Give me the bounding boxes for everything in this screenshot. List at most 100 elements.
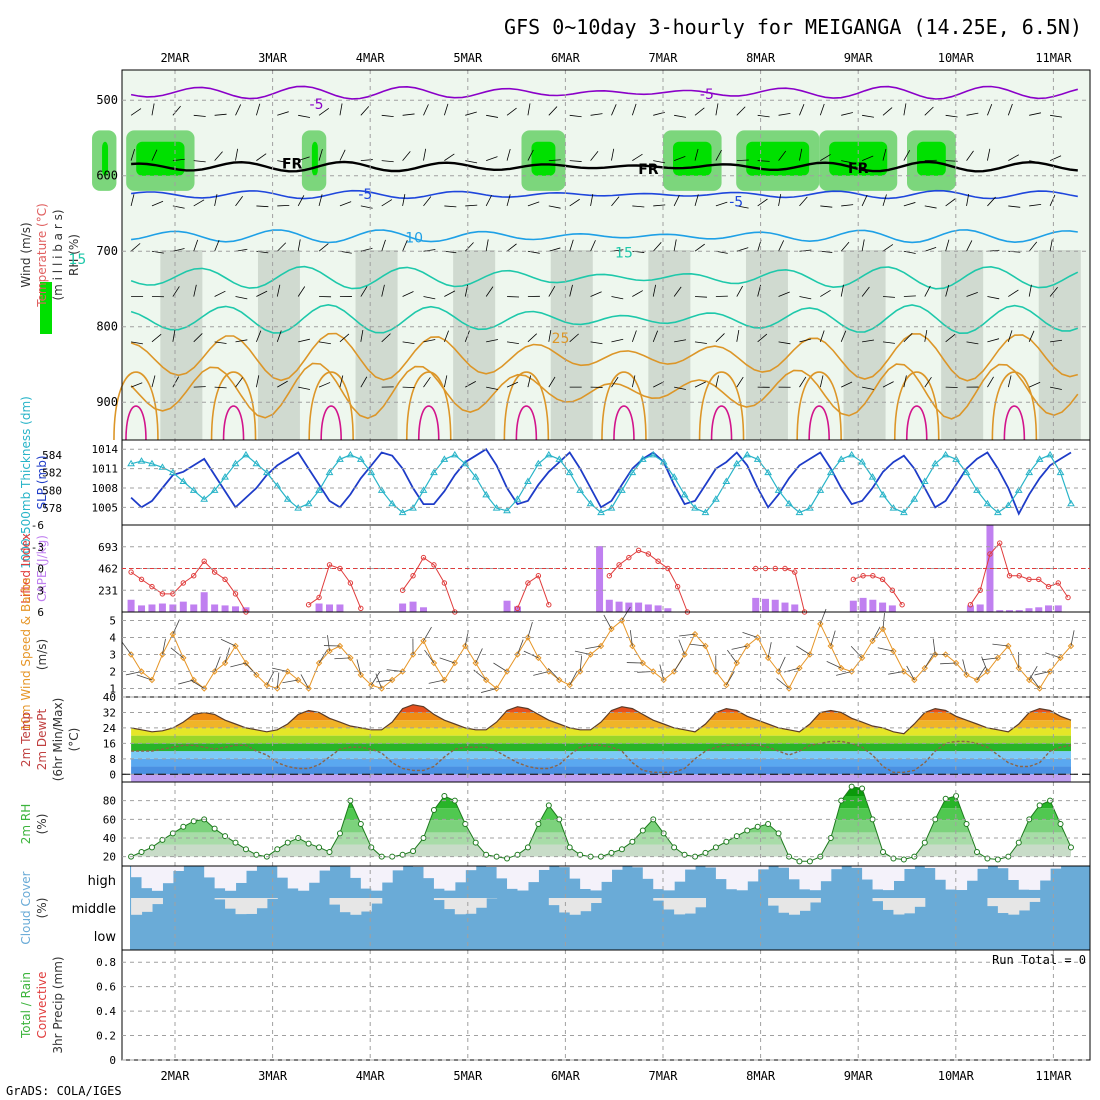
wind-speed-point [127, 651, 135, 658]
thickness-point [503, 506, 511, 514]
wind-barb [256, 290, 268, 297]
rh-point [566, 844, 573, 851]
rh-point [305, 840, 312, 847]
wind-barb [611, 148, 615, 161]
wind-speed-point [180, 654, 187, 662]
wind-barb [694, 107, 705, 116]
wind-barb [611, 196, 620, 207]
cape-bar [513, 606, 521, 612]
cape-bar [879, 602, 887, 612]
wind-barb [402, 113, 415, 116]
slp-tick-label: 1005 [92, 501, 119, 514]
wind-barb [987, 196, 996, 207]
wind-speed-point [284, 668, 291, 675]
wind-barb [339, 333, 350, 343]
wind-barb [882, 296, 895, 298]
temp-color-band [131, 704, 1071, 713]
thickness-point [262, 468, 271, 476]
cape-bar [1054, 605, 1062, 612]
wind-barb-10m [493, 662, 508, 672]
thickness-point [231, 459, 240, 467]
wind-speed-point [1067, 642, 1075, 650]
cloud-high-gap [538, 866, 550, 870]
wind-barb [256, 205, 269, 208]
wind-barb [987, 103, 993, 116]
wind-barb-10m [742, 632, 758, 638]
upper-rh-saturated-band [102, 141, 109, 176]
wind-barb [1028, 284, 1032, 297]
cloud-mid-gap [882, 898, 894, 910]
cloud-high-gap [465, 866, 477, 871]
panel-label-wind: (m/s) [35, 639, 49, 670]
wind-barb-10m [136, 674, 153, 681]
wind-barb [548, 285, 556, 297]
wind-barb [778, 150, 787, 161]
wind-barb [841, 381, 853, 388]
wind-speed-point [368, 681, 375, 689]
date-label-bottom: 6MAR [551, 1069, 581, 1083]
wind-speed-point [921, 664, 928, 672]
lifted-index-point [645, 551, 652, 557]
slp-line [130, 447, 1072, 516]
thickness-point [732, 459, 741, 467]
rh-point [639, 827, 646, 834]
rh-point [211, 825, 218, 832]
wind-barb [423, 148, 427, 161]
wind-barb [1029, 381, 1041, 388]
wind-barb [1050, 386, 1062, 390]
temp-color-band [131, 735, 1071, 744]
wind-barb-10m [214, 656, 221, 672]
cloud-mid-gap [475, 898, 487, 908]
cloud-high-gap [131, 866, 143, 878]
thickness-point [993, 508, 1002, 516]
lifted-index-point [850, 576, 857, 583]
wind-barb-10m [585, 645, 602, 650]
date-label-bottom: 8MAR [746, 1069, 776, 1083]
thickness-point [1014, 486, 1023, 493]
cloud-high-gap [799, 866, 811, 890]
cape-bar [336, 604, 344, 612]
thickness-point [356, 455, 365, 462]
isotherm-loop-hot [125, 405, 147, 441]
cape-bar [654, 605, 662, 612]
wind-barb [987, 376, 994, 388]
wind-barb [966, 194, 970, 206]
date-label-bottom: 2MAR [161, 1069, 191, 1083]
wind-speed-point [556, 676, 563, 684]
contour-label: FR [282, 157, 303, 173]
wind-barb-10m [725, 671, 735, 686]
wind-barb-10m [569, 670, 578, 686]
wind-barb [882, 341, 895, 344]
wind-barb [130, 382, 143, 388]
cape-bar [503, 600, 511, 612]
cloud-high-gap [663, 866, 675, 891]
upper-rh-saturated-band [917, 141, 946, 176]
wind-barb [527, 103, 531, 116]
thickness-tick-label: 582 [42, 467, 62, 480]
wind-barb-10m [439, 657, 455, 664]
date-label-bottom: 10MAR [938, 1069, 975, 1083]
wind-speed-point [764, 654, 772, 662]
cloud-high-gap [924, 866, 936, 869]
cloud-high-gap [1039, 866, 1051, 881]
wind-barb [444, 153, 455, 161]
rh-point [577, 851, 584, 858]
wind-speed-point [1036, 685, 1043, 692]
thickness-point [513, 495, 522, 502]
cloud-high-gap [172, 866, 184, 872]
wind-barb [736, 329, 740, 342]
wind-barb [882, 194, 887, 207]
wind-barb-10m [172, 619, 180, 635]
thickness-tick-label: 578 [42, 502, 62, 515]
wind-barb [653, 204, 666, 207]
lifted-index-point [358, 605, 364, 612]
wind-barb [193, 239, 199, 252]
contour-label: 15 [615, 246, 633, 262]
wind-speed-point [336, 642, 344, 650]
isotherm-loop-hot [613, 405, 635, 441]
cloud-mid-gap [444, 898, 456, 910]
cape-bar [1015, 610, 1023, 612]
wind-barb [903, 149, 911, 161]
wind-speed-point [253, 671, 260, 679]
wind-barb [590, 194, 594, 206]
